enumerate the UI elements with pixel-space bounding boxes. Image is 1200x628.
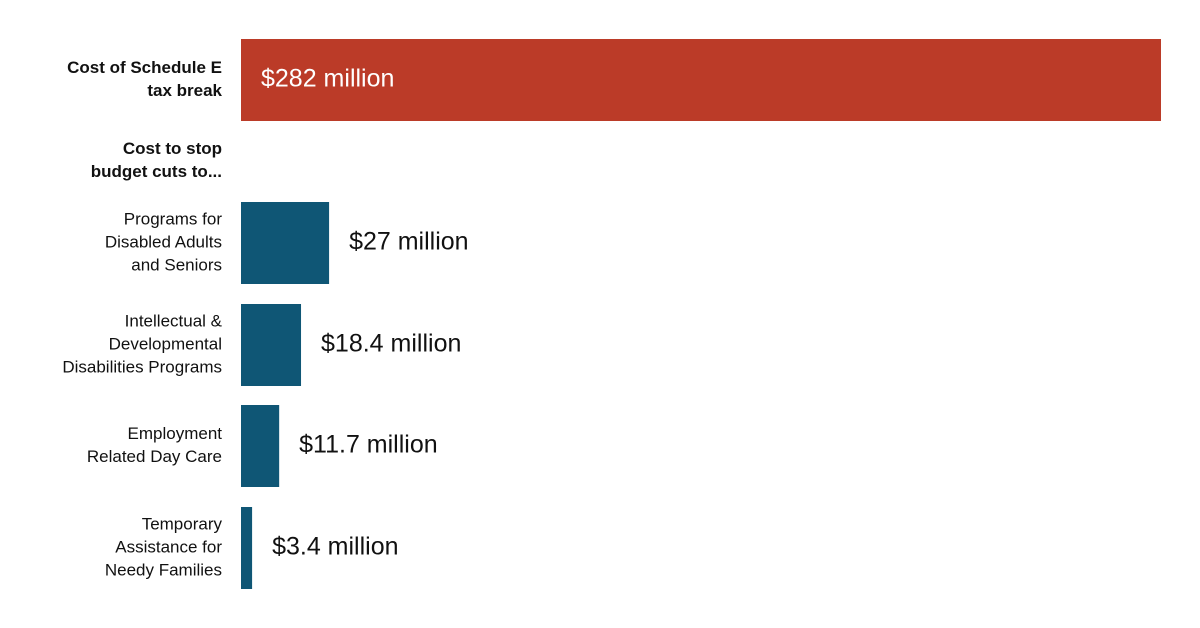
category-label: Temporary [142, 514, 223, 533]
category-label: Developmental [109, 334, 222, 353]
category-label: Disabilities Programs [62, 357, 222, 376]
category-label: tax break [147, 81, 222, 100]
category-label: Cost of Schedule E [67, 58, 222, 77]
bar [241, 507, 253, 589]
category-label: Needy Families [105, 560, 222, 579]
bar [241, 405, 280, 487]
bar [241, 39, 1161, 121]
category-label: Related Day Care [87, 447, 222, 466]
category-label: Intellectual & [125, 311, 223, 330]
category-label: Programs for [124, 209, 223, 228]
category-label: Disabled Adults [105, 232, 222, 251]
value-label: $18.4 million [321, 330, 461, 358]
category-label: Employment [128, 424, 223, 443]
value-label: $282 million [261, 65, 394, 93]
category-label: and Seniors [131, 255, 222, 274]
bar [241, 202, 330, 284]
value-label: $11.7 million [299, 431, 438, 459]
bar [241, 304, 302, 386]
value-label: $3.4 million [272, 533, 398, 561]
category-label: Assistance for [115, 537, 222, 556]
value-label: $27 million [349, 228, 469, 256]
group-label: budget cuts to... [91, 162, 222, 181]
group-label: Cost to stop [123, 139, 222, 158]
